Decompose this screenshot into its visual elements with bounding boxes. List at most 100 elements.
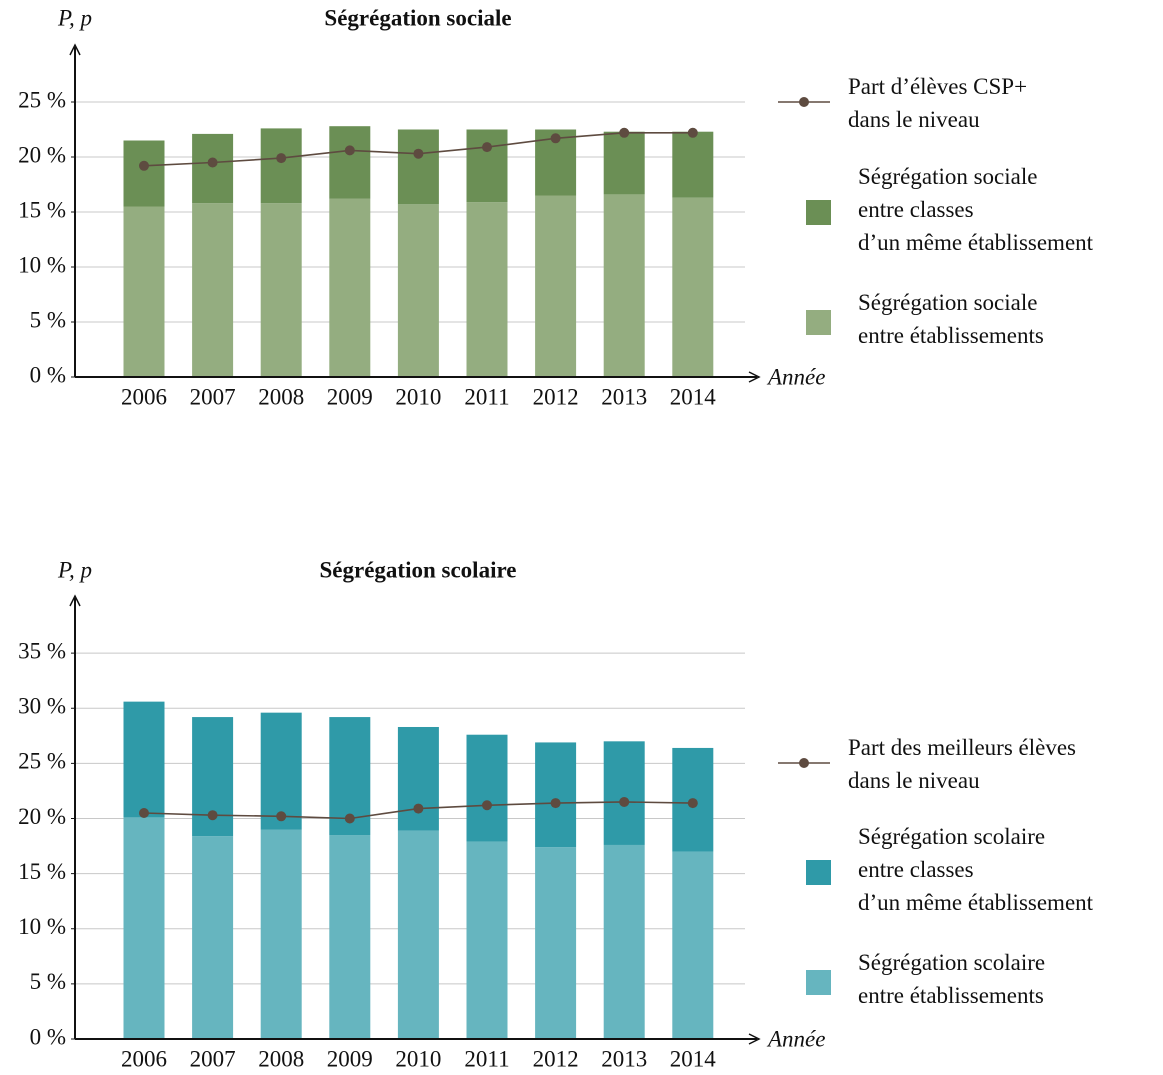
x-axis-label: Année	[766, 1026, 825, 1051]
x-tick-label: 2006	[121, 1046, 167, 1071]
y-axis-label: P, p	[57, 557, 92, 582]
chart-title: Ségrégation sociale	[324, 5, 511, 30]
x-axis-label: Année	[766, 364, 825, 389]
bar-segment	[260, 829, 302, 1039]
line-point	[139, 160, 149, 171]
bar-segment	[466, 202, 508, 377]
line-point	[413, 148, 424, 159]
x-tick-label: 2007	[190, 384, 236, 409]
bar-segment	[192, 203, 234, 377]
bar-segment	[329, 835, 371, 1039]
y-tick-label: 5 %	[30, 307, 66, 332]
bar-segment	[603, 844, 645, 1039]
x-tick-label: 2010	[395, 384, 441, 409]
x-tick-label: 2014	[670, 384, 717, 409]
bar-segment	[397, 726, 439, 831]
line-point	[550, 133, 561, 144]
bar-segment	[123, 140, 165, 207]
y-tick-label: 25 %	[18, 87, 66, 112]
bar-segment	[260, 203, 302, 377]
y-tick-label: 0 %	[30, 362, 66, 387]
line-point	[139, 807, 149, 818]
line-point	[619, 796, 630, 807]
bar-segment	[397, 830, 439, 1039]
line-point	[413, 803, 424, 814]
x-tick-label: 2014	[670, 1046, 717, 1071]
bar-segment	[260, 712, 302, 830]
y-tick-label: 20 %	[18, 142, 66, 167]
y-tick-label: 10 %	[18, 252, 66, 277]
x-tick-label: 2012	[533, 384, 579, 409]
legend-swatch	[806, 860, 831, 885]
legend-label: Part d’élèves CSP+ dans le niveau	[848, 74, 1028, 132]
y-axis-arrow	[69, 594, 81, 607]
x-tick-label: 2012	[533, 1046, 579, 1071]
legend-label: Ségrégation scolaire entre classes d’un …	[858, 824, 1094, 915]
x-tick-label: 2010	[395, 1046, 441, 1071]
x-axis-arrow	[748, 371, 761, 383]
legend-swatch	[806, 200, 831, 225]
bar-segment	[397, 129, 439, 205]
y-tick-label: 30 %	[18, 694, 66, 719]
bar-segment	[672, 851, 714, 1039]
y-tick-label: 15 %	[18, 197, 66, 222]
line-point	[687, 798, 698, 809]
bar-segment	[260, 128, 302, 204]
x-axis-arrow	[748, 1033, 761, 1045]
y-tick-label: 15 %	[18, 859, 66, 884]
bar-segment	[535, 847, 577, 1039]
x-tick-label: 2009	[327, 384, 373, 409]
line-point	[276, 153, 287, 164]
bar-segment	[329, 198, 371, 377]
y-tick-label: 35 %	[18, 638, 66, 663]
bar-segment	[123, 817, 165, 1039]
x-tick-label: 2006	[121, 384, 167, 409]
x-tick-label: 2011	[464, 1046, 509, 1071]
legend-label: Ségrégation sociale entre classes d’un m…	[858, 164, 1094, 255]
chart-title: Ségrégation scolaire	[320, 557, 517, 582]
y-axis-arrow	[69, 43, 81, 56]
bar-segment	[603, 131, 645, 195]
legend-label: Ségrégation scolaire entre établissement…	[858, 950, 1046, 1008]
bar-segment	[329, 126, 371, 199]
bar-segment	[192, 836, 234, 1039]
bar-segment	[466, 129, 508, 203]
y-tick-label: 20 %	[18, 804, 66, 829]
x-tick-label: 2007	[190, 1046, 236, 1071]
legend-swatch	[806, 310, 831, 335]
bar-segment	[535, 742, 577, 848]
line-point	[207, 157, 218, 168]
bar-segment	[672, 131, 714, 198]
y-tick-label: 25 %	[18, 749, 66, 774]
x-tick-label: 2013	[601, 1046, 647, 1071]
bar-segment	[397, 204, 439, 377]
line-point	[482, 142, 492, 153]
y-tick-label: 5 %	[30, 969, 66, 994]
bar-segment	[535, 195, 577, 377]
line-point	[344, 145, 355, 156]
bar-segment	[123, 206, 165, 377]
y-tick-label: 10 %	[18, 914, 66, 939]
x-tick-label: 2013	[601, 384, 647, 409]
line-point	[276, 811, 287, 822]
bar-segment	[192, 133, 234, 204]
line-point	[550, 798, 561, 809]
legend-marker	[799, 758, 809, 768]
bar-segment	[672, 197, 714, 377]
legend-swatch	[806, 970, 831, 995]
bar-segment	[123, 701, 165, 818]
line-point	[687, 127, 698, 138]
x-tick-label: 2011	[464, 384, 509, 409]
legend-label: Part des meilleurs élèves dans le niveau	[848, 735, 1077, 793]
line-point	[207, 810, 218, 821]
y-axis-label: P, p	[57, 5, 92, 30]
legend-marker	[799, 97, 809, 107]
bar-segment	[603, 194, 645, 377]
line-point	[344, 813, 355, 824]
x-tick-label: 2008	[258, 1046, 304, 1071]
x-tick-label: 2008	[258, 384, 304, 409]
line-point	[482, 800, 492, 811]
bar-segment	[466, 734, 508, 842]
